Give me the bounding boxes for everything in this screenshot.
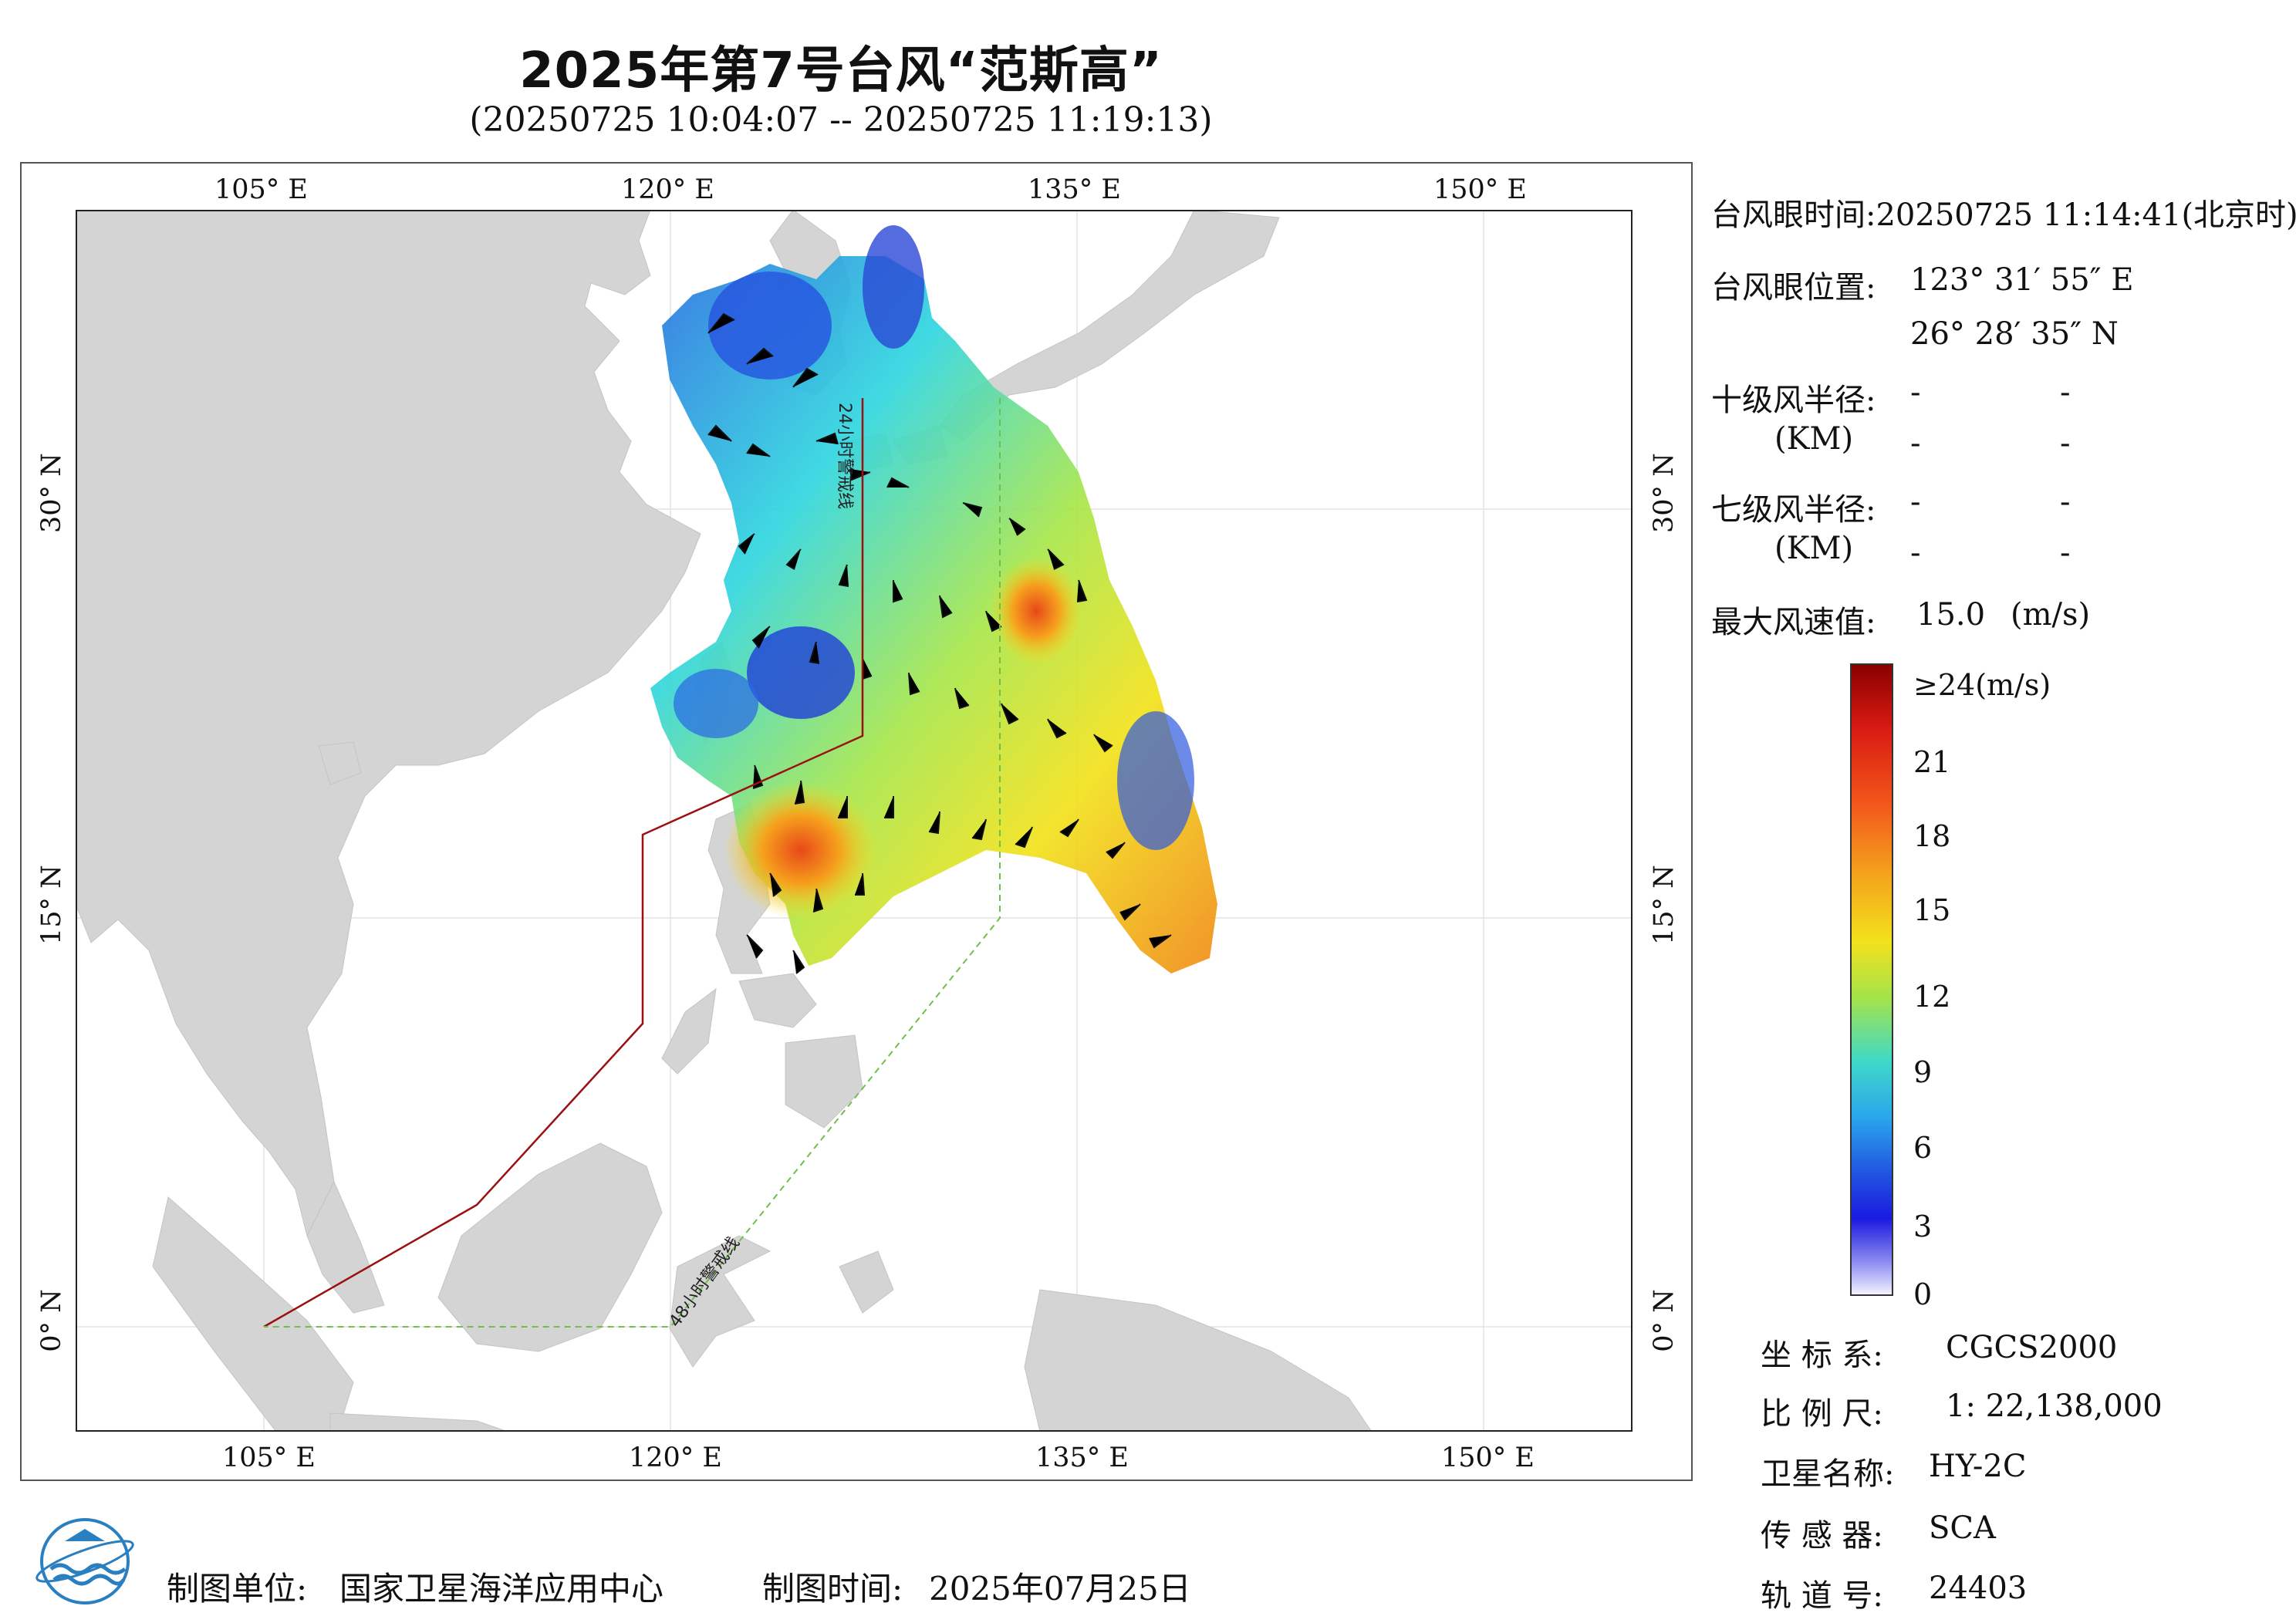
wind-barbs [707, 312, 1172, 974]
r7-dash: - [1910, 535, 1921, 571]
r10-dash: - [2060, 375, 2071, 410]
warning-line-24h [263, 398, 864, 1328]
bottom-lon-label: 150° E [1441, 1442, 1535, 1473]
eye-time-value: 20250725 11:14:41(北京时) [1876, 197, 2296, 233]
orbit-label: 轨 道 号: [1761, 1578, 1883, 1614]
max-wind-unit: (m/s) [2011, 597, 2091, 633]
r7-label: 七级风半径: [1711, 492, 1876, 528]
r10-unit: (KM) [1774, 421, 1854, 457]
sensor-value: SCA [1929, 1510, 1996, 1546]
warning-line-48h [264, 398, 1001, 1328]
map-frame [20, 162, 1693, 1481]
wind-speed-swath [650, 225, 1217, 973]
plot-border [76, 210, 1633, 1432]
scale-label: 比 例 尺: [1761, 1396, 1883, 1432]
eye-latitude: 26° 28′ 35″ N [1910, 316, 2119, 352]
nsoas-logo [35, 1518, 134, 1604]
orbit-value: 24403 [1929, 1571, 2028, 1606]
footer-org-value: 国家卫星海洋应用中心 [339, 1570, 664, 1608]
footer-date-value: 2025年07月25日 [929, 1570, 1191, 1608]
top-lon-label: 150° E [1433, 174, 1527, 205]
colorbar-label: 15 [1913, 893, 1951, 927]
map-title: 2025年第7号台风“范斯高” [519, 42, 1163, 100]
wind-speed-colorbar [1850, 663, 1893, 1296]
right-lat-label: 15° N [1649, 865, 1680, 945]
bottom-lon-label: 135° E [1035, 1442, 1129, 1473]
scale-value: 1: 22,138,000 [1946, 1388, 2163, 1424]
bottom-lon-label: 105° E [222, 1442, 316, 1473]
time-range-subtitle: (20250725 10:04:07 -- 20250725 11:19:13) [469, 100, 1213, 140]
satellite-label: 卫星名称: [1761, 1456, 1895, 1492]
colorbar-label: 12 [1913, 980, 1951, 1014]
sensor-label: 传 感 器: [1761, 1518, 1883, 1554]
warning-24h-label: 24小时警戒线 [835, 403, 854, 509]
left-lat-label: 0° N [36, 1289, 67, 1352]
top-lon-label: 135° E [1028, 174, 1121, 205]
footer-date-label: 制图时间: [762, 1570, 903, 1608]
left-lat-label: 15° N [36, 865, 67, 945]
max-wind-label: 最大风速值: [1711, 605, 1876, 640]
satellite-value: HY-2C [1929, 1449, 2027, 1484]
r7-dash: - [1910, 484, 1921, 520]
top-lon-label: 105° E [214, 174, 308, 205]
colorbar-label: 6 [1913, 1131, 1933, 1165]
colorbar-label: 3 [1913, 1210, 1933, 1243]
r7-dash: - [2060, 484, 2071, 520]
right-lat-label: 0° N [1649, 1289, 1680, 1352]
colorbar-label: 0 [1913, 1277, 1933, 1311]
right-lat-label: 30° N [1649, 453, 1680, 533]
r7-unit: (KM) [1774, 531, 1854, 566]
max-wind-value: 15.0 [1916, 597, 1986, 633]
left-lat-label: 30° N [36, 453, 67, 533]
eye-position-label: 台风眼位置: [1711, 270, 1876, 305]
r10-dash: - [1910, 426, 1921, 461]
bottom-lon-label: 120° E [629, 1442, 722, 1473]
eye-longitude: 123° 31′ 55″ E [1910, 262, 2134, 298]
colorbar-label: 21 [1913, 745, 1951, 779]
eye-time-label: 台风眼时间: [1711, 197, 1876, 233]
colorbar-label: 18 [1913, 819, 1951, 853]
r10-label: 十级风半径: [1711, 383, 1876, 418]
colorbar-label: ≥24(m/s) [1913, 668, 2051, 702]
r7-dash: - [2060, 535, 2071, 571]
r10-dash: - [1910, 375, 1921, 410]
footer-org-label: 制图单位: [167, 1570, 308, 1608]
r10-dash: - [2060, 426, 2071, 461]
coord-system-label: 坐 标 系: [1761, 1338, 1883, 1373]
wind-field-map: 24小时警戒线 48小时警戒线 [76, 210, 1633, 1432]
top-lon-label: 120° E [621, 174, 714, 205]
colorbar-label: 9 [1913, 1055, 1933, 1089]
coord-system-value: CGCS2000 [1946, 1330, 2118, 1365]
